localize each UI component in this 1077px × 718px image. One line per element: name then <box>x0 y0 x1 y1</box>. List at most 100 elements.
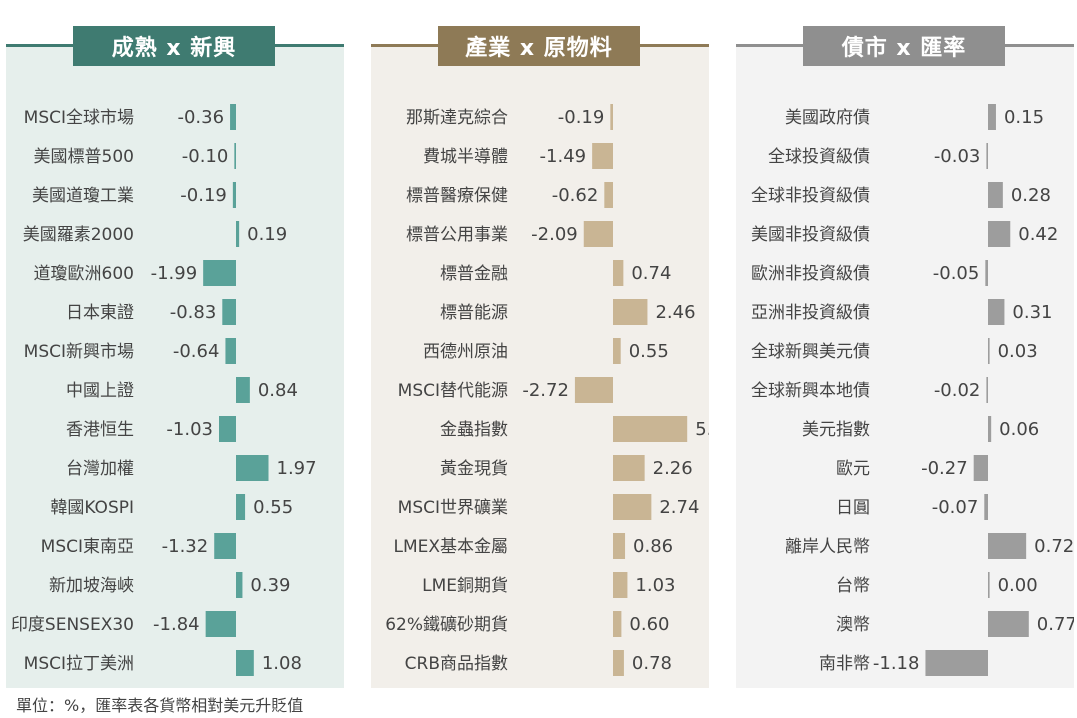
data-label: 2.74 <box>659 497 699 518</box>
category-label: 黃金現貨 <box>440 459 508 479</box>
bar <box>988 611 1029 637</box>
data-label: 0.55 <box>629 341 669 362</box>
data-label: -0.19 <box>180 185 227 206</box>
category-label: 金蟲指數 <box>440 420 508 440</box>
bar <box>613 299 648 325</box>
bar <box>219 416 236 442</box>
category-label: 費城半導體 <box>423 147 508 167</box>
category-label: 62%鐵礦砂期貨 <box>385 615 508 635</box>
bar <box>988 299 1005 325</box>
panel-title: 產業 x 原物料 <box>438 26 640 66</box>
category-label: 歐元 <box>836 459 870 479</box>
bar <box>988 572 990 598</box>
category-label: 全球新興美元債 <box>751 342 870 362</box>
category-label: MSCI替代能源 <box>398 381 508 401</box>
bar <box>604 182 613 208</box>
data-label: -0.83 <box>170 302 217 323</box>
bar <box>203 260 236 286</box>
category-label: 印度SENSEX30 <box>11 615 134 635</box>
bar <box>986 377 988 403</box>
bar <box>613 338 621 364</box>
category-label: 新加坡海峽 <box>49 576 134 596</box>
bar <box>613 494 652 520</box>
data-label: -0.02 <box>934 380 981 401</box>
data-label: 0.28 <box>1011 185 1051 206</box>
category-label: 全球非投資級債 <box>751 186 870 206</box>
data-label: 1.03 <box>635 575 675 596</box>
bar <box>988 416 992 442</box>
bar <box>236 650 254 676</box>
bar <box>988 338 990 364</box>
bar <box>613 416 688 442</box>
bar <box>613 572 628 598</box>
data-label: -1.18 <box>873 653 920 674</box>
bar <box>205 611 236 637</box>
data-label: 0.78 <box>632 653 672 674</box>
category-label: 西德州原油 <box>423 342 508 362</box>
data-label: -1.99 <box>151 263 198 284</box>
bar <box>613 611 622 637</box>
data-label: 0.39 <box>250 575 290 596</box>
category-label: 標普金融 <box>440 264 508 284</box>
data-label: 1.08 <box>262 653 302 674</box>
bar <box>225 338 236 364</box>
category-label: 日圓 <box>836 498 870 518</box>
bar <box>986 143 988 169</box>
data-label: 0.72 <box>1034 536 1074 557</box>
bar <box>214 533 236 559</box>
data-label: 0.74 <box>631 263 671 284</box>
panel-bond-fx: 債市 x 匯率 美國政府債 0.15 全球投資級債 -0.03 全球非投資級債 0.28 美… <box>736 26 1074 688</box>
panel-title: 債市 x 匯率 <box>803 26 1005 66</box>
category-label: 美國羅素2000 <box>23 225 134 245</box>
data-label: -0.36 <box>177 107 224 128</box>
data-label: -0.07 <box>932 497 979 518</box>
category-label: 中國上證 <box>66 381 134 401</box>
bar <box>973 455 988 481</box>
data-label: -0.03 <box>934 146 981 167</box>
category-label: 日本東證 <box>66 303 134 323</box>
chart-bond-fx: 美國政府債 0.15 全球投資級債 -0.03 全球非投資級債 0.28 美國非投資級債 0.… <box>751 104 1074 676</box>
category-label: 歐洲非投資級債 <box>751 264 870 284</box>
data-label: -1.03 <box>166 419 213 440</box>
category-label: MSCI新興市場 <box>24 342 134 362</box>
panel-mature-emerging: 成熟 x 新興 MSCI全球市場 -0.36 美國標普500 -0.10 美國道瓊工業 -… <box>6 26 344 688</box>
data-label: 0.84 <box>258 380 298 401</box>
category-label: MSCI東南亞 <box>41 537 134 557</box>
data-label: -1.49 <box>540 146 587 167</box>
bar <box>234 143 236 169</box>
panel-background <box>6 47 344 688</box>
panel-title: 成熟 x 新興 <box>73 26 275 66</box>
category-label: 美國非投資級債 <box>751 225 870 245</box>
category-label: 美元指數 <box>802 420 870 440</box>
bar <box>236 221 240 247</box>
category-label: MSCI全球市場 <box>24 108 134 128</box>
data-label: 2.26 <box>653 458 693 479</box>
bar <box>613 455 645 481</box>
bar <box>222 299 236 325</box>
bar <box>610 104 613 130</box>
category-label: LME銅期貨 <box>422 576 508 596</box>
category-label: 那斯達克綜合 <box>406 108 508 128</box>
footnote: 單位：%，匯率表各貨幣相對美元升貶值 <box>16 696 304 715</box>
bar <box>988 104 996 130</box>
data-label: 1.97 <box>277 458 317 479</box>
bar <box>988 182 1003 208</box>
category-label: 南非幣 <box>819 654 870 674</box>
data-label: -0.19 <box>558 107 605 128</box>
panel-industry-commodity: 產業 x 原物料 那斯達克綜合 -0.19 費城半導體 -1.49 標普醫療保健 -0.6… <box>371 26 709 688</box>
data-label: 0.19 <box>247 224 287 245</box>
category-label: LMEX基本金屬 <box>393 537 508 557</box>
bar <box>988 533 1027 559</box>
bar <box>574 377 613 403</box>
data-label: -0.05 <box>933 263 980 284</box>
category-label: 香港恒生 <box>66 420 134 440</box>
category-label: 標普能源 <box>440 303 508 323</box>
bar <box>236 572 243 598</box>
bar <box>613 650 624 676</box>
data-label: -2.09 <box>531 224 578 245</box>
data-label: -0.27 <box>921 458 968 479</box>
data-label: 0.86 <box>633 536 673 557</box>
panel-background <box>371 47 709 688</box>
data-label: -2.72 <box>522 380 569 401</box>
chart-mature-emerging: MSCI全球市場 -0.36 美國標普500 -0.10 美國道瓊工業 -0.19 美國羅素… <box>11 104 317 676</box>
